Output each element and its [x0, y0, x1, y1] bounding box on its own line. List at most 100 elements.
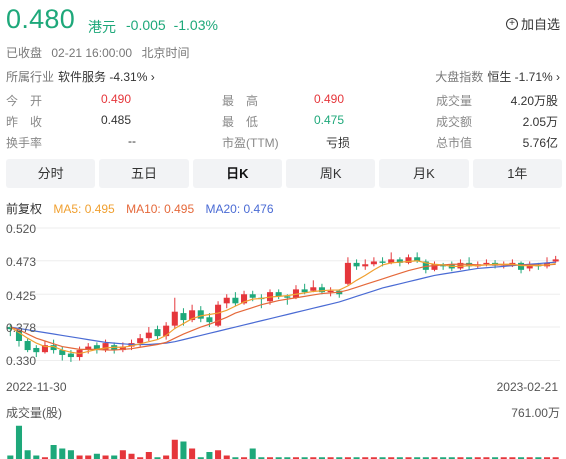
volume-bar — [388, 457, 395, 459]
volume-bar — [509, 457, 516, 459]
amount-value: 2.05万 — [522, 115, 558, 129]
candle-body — [292, 289, 300, 298]
tab-weekly-k[interactable]: 周K — [285, 159, 376, 188]
volume-bar — [483, 457, 490, 459]
market-timezone: 北京时间 — [141, 46, 190, 60]
tab-one-year[interactable]: 1年 — [472, 159, 562, 188]
volume-bar — [310, 457, 317, 459]
candle-body — [41, 345, 48, 353]
quote-header: 0.480 港元 -0.005 -1.03% + 加自选 — [6, 4, 560, 38]
high-value: 0.490 — [314, 92, 345, 106]
tab-five-day[interactable]: 五日 — [99, 159, 189, 188]
candle-body — [552, 259, 559, 262]
candle — [292, 285, 300, 300]
volume-bar — [327, 457, 334, 459]
volume-bar — [344, 457, 351, 459]
candle-body — [232, 297, 239, 304]
add-watchlist-button[interactable]: + 加自选 — [505, 14, 560, 33]
volume-bar — [15, 425, 23, 459]
candle-body — [137, 338, 144, 344]
candle-body — [197, 310, 204, 319]
volume-bar — [171, 439, 178, 459]
candle-body — [67, 353, 74, 358]
candle-body — [206, 317, 213, 323]
volume-bar — [24, 450, 31, 459]
tab-daily-k[interactable]: 日K — [192, 159, 282, 188]
volume-bar — [154, 457, 161, 459]
plus-circle-icon: + — [505, 17, 518, 30]
candle — [215, 301, 222, 328]
candle-body — [171, 311, 178, 326]
industry-link[interactable]: 所属行业 软件服务 -4.31% › — [6, 68, 155, 85]
volume-bar — [448, 457, 455, 459]
last-price: 0.480 — [6, 4, 76, 34]
volume-bar — [535, 457, 542, 459]
open-value: 0.490 — [101, 92, 132, 106]
volume-bar — [215, 450, 222, 459]
candle-body — [85, 346, 92, 351]
candle — [318, 283, 325, 295]
industry-name: 软件服务 -4.31% › — [58, 70, 155, 84]
candle — [197, 306, 204, 323]
candle — [59, 346, 66, 361]
index-link[interactable]: 大盘指数 恒生 -1.71% › — [435, 68, 560, 85]
candle — [93, 342, 100, 354]
volume-bar — [76, 455, 83, 459]
index-label: 大盘指数 — [435, 70, 484, 84]
candle — [362, 259, 369, 270]
candle-body — [379, 261, 386, 263]
volume-bar — [258, 457, 265, 459]
period-tabs: 分时 五日 日K 周K 月K 1年 — [6, 159, 562, 188]
pe-label: 市盈(TTM) — [222, 136, 279, 150]
amount-label: 成交额 — [436, 115, 473, 129]
volume-bar — [241, 457, 248, 459]
candle — [7, 324, 14, 337]
volume-bar — [85, 455, 92, 459]
candle-body — [249, 294, 256, 298]
ma5-value: MA5: 0.495 — [53, 202, 115, 216]
volume-bar — [405, 457, 412, 459]
candle-body — [163, 325, 170, 337]
volume-bar — [50, 445, 57, 459]
candle — [526, 261, 533, 272]
volume-chart[interactable] — [0, 420, 566, 459]
market-status: 已收盘 02-21 16:00:00 北京时间 — [6, 44, 195, 61]
candle-body — [318, 287, 325, 293]
volume-bar — [370, 457, 377, 459]
candle-body — [370, 261, 377, 265]
candle — [163, 322, 170, 340]
currency-label: 港元 — [88, 19, 116, 35]
volume-bar — [526, 457, 533, 459]
candlestick-chart[interactable] — [0, 215, 566, 375]
candle — [431, 261, 438, 272]
candle-body — [15, 331, 23, 341]
tab-monthly-k[interactable]: 月K — [379, 159, 469, 188]
volume-bar — [318, 457, 325, 459]
stats-grid: 今 开 0.490 最 高 0.490 成交量 4.20万股 昨 收 0.485… — [6, 92, 564, 155]
stats-row: 换手率 -- 市盈(TTM) 亏损 总市值 5.76亿 — [6, 134, 564, 155]
volume-bar — [275, 457, 282, 459]
prev-close-value: 0.485 — [101, 113, 132, 127]
volume-bar — [422, 457, 429, 459]
candle-body — [344, 262, 351, 284]
candle — [440, 262, 447, 270]
volume-value: 4.20万股 — [510, 94, 558, 108]
x-start-date: 2022-11-30 — [6, 380, 67, 394]
adjust-mode[interactable]: 前复权 — [6, 202, 43, 216]
candle-body — [526, 264, 533, 269]
candle-body — [145, 332, 152, 339]
prev-close-label: 昨 收 — [6, 115, 43, 129]
candle-body — [405, 257, 412, 263]
ma20-line — [10, 261, 556, 346]
ma-legend: 前复权 MA5: 0.495 MA10: 0.495 MA20: 0.476 — [6, 200, 282, 217]
candle-body — [353, 262, 360, 267]
candle — [171, 297, 178, 330]
y-tick-label: 0.330 — [6, 354, 37, 368]
tab-intraday[interactable]: 分时 — [6, 159, 96, 188]
market-state: 已收盘 — [6, 46, 43, 60]
candle-body — [431, 264, 438, 270]
volume-bar — [163, 455, 170, 459]
volume-bar — [232, 457, 239, 459]
candle — [145, 327, 152, 341]
index-name: 恒生 -1.71% › — [487, 70, 560, 84]
